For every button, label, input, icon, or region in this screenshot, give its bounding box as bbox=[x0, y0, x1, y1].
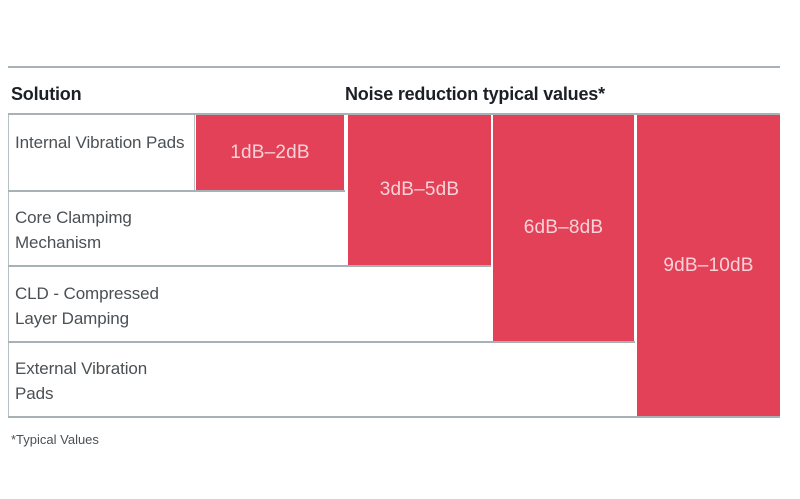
row-separator-3 bbox=[8, 341, 635, 343]
bar-1db-2db: 1dB–2dB bbox=[196, 115, 344, 190]
row-separator-1 bbox=[8, 190, 345, 192]
row1-label-right-border bbox=[194, 115, 195, 190]
bar-6db-8db: 6dB–8dB bbox=[493, 115, 634, 341]
bar-3db-5db: 3dB–5dB bbox=[348, 115, 491, 265]
row-label-core-clamping-mechanism: Core Clampimg Mechanism bbox=[15, 208, 132, 252]
row-label-external-vibration-pads: External Vibration Pads bbox=[15, 359, 148, 403]
row-label-cld-compressed-layer-damping: CLD - Compressed Layer Damping bbox=[15, 284, 159, 328]
header-divider bbox=[8, 113, 780, 115]
column-header-values: Noise reduction typical values* bbox=[345, 84, 605, 104]
top-divider bbox=[8, 66, 780, 68]
typical-values-footnote: *Typical Values bbox=[11, 432, 99, 447]
row-label-internal-vibration-pads: Internal Vibration Pads bbox=[15, 133, 185, 152]
row-separator-2 bbox=[8, 265, 491, 267]
table-bottom-border bbox=[8, 416, 780, 418]
bar-9db-10db: 9dB–10dB bbox=[637, 115, 780, 416]
column-header-solution: Solution bbox=[11, 84, 82, 104]
